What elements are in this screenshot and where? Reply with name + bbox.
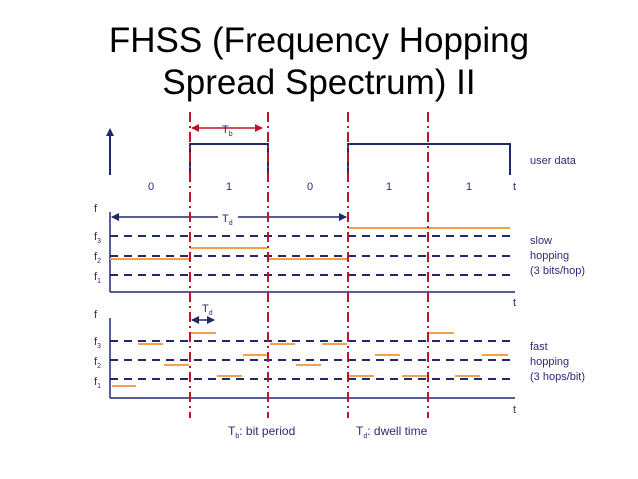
slow-label-2: hopping <box>530 250 569 262</box>
slow-f2-label: f2 <box>94 251 101 265</box>
bit-label-1: 1 <box>226 181 232 193</box>
legend-tb: Tb: bit period <box>228 424 295 440</box>
bit-label-3: 1 <box>386 181 392 193</box>
legend-td: Td: dwell time <box>356 424 428 440</box>
slow-t-label: t <box>513 297 516 309</box>
slow-f3-label: f3 <box>94 231 101 245</box>
fast-f2-label: f2 <box>94 356 101 370</box>
fast-f3-label: f3 <box>94 336 101 350</box>
page-title-line-1: FHSS (Frequency Hopping <box>108 21 530 60</box>
slow-f-label: f <box>94 203 98 215</box>
fast-f1-label: f1 <box>94 376 101 390</box>
slow-label-3: (3 bits/hop) <box>530 265 585 277</box>
fast-td-label: Td <box>202 303 213 317</box>
user-data-label: user data <box>530 155 577 167</box>
fast-t-label: t <box>513 404 516 416</box>
top-t-label: t <box>513 181 516 193</box>
bit-label-2: 0 <box>307 181 313 193</box>
slow-label-1: slow <box>530 235 552 247</box>
bit-label-4: 1 <box>466 181 472 193</box>
fast-label-3: (3 hops/bit) <box>530 371 585 383</box>
fast-label-2: hopping <box>530 356 569 368</box>
slow-td-label: Td <box>222 213 233 227</box>
tb-label: Tb <box>222 124 233 138</box>
bit-label-0: 0 <box>148 181 154 193</box>
fast-label-1: fast <box>530 341 548 353</box>
slow-f1-label: f1 <box>94 271 101 285</box>
fast-f-label: f <box>94 309 98 321</box>
user-data-waveform <box>189 143 269 175</box>
page-title-line-2: Spread Spectrum) II <box>162 63 476 102</box>
